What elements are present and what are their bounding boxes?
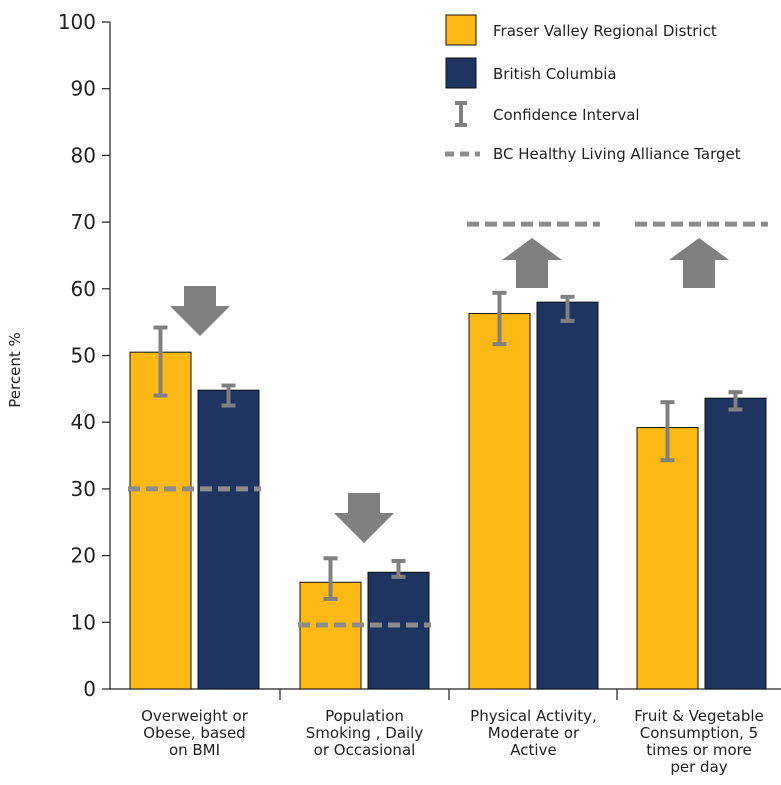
x-axis xyxy=(110,688,781,700)
category-label: Consumption, 5 xyxy=(640,724,758,742)
y-tick-label: 80 xyxy=(71,143,96,167)
down-arrow-icon xyxy=(334,493,394,543)
down-arrow-icon xyxy=(170,286,230,336)
bar xyxy=(536,301,599,690)
y-tick-label: 70 xyxy=(71,210,96,234)
y-tick-label: 10 xyxy=(71,610,96,634)
legend-label-ci: Confidence Interval xyxy=(493,106,640,124)
up-arrow-icon xyxy=(669,238,729,288)
y-axis: 0 10 20 30 40 50 60 70 80 90 100 xyxy=(58,10,111,701)
category-label: Physical Activity, xyxy=(470,707,597,725)
legend-swatch-fvrd xyxy=(445,14,477,46)
y-axis-label: Percent % xyxy=(6,332,24,407)
target-lines xyxy=(128,221,768,628)
legend-swatch-bc xyxy=(445,57,477,89)
category-label: Moderate or xyxy=(488,724,580,742)
y-tick-label: 90 xyxy=(71,77,96,101)
y-tick-label: 60 xyxy=(71,277,96,301)
y-tick-label: 50 xyxy=(71,344,96,368)
category-label: Active xyxy=(510,741,556,759)
category-label: Overweight or xyxy=(141,707,249,725)
bar xyxy=(129,351,192,690)
y-tick-label: 0 xyxy=(83,677,96,701)
category-label: on BMI xyxy=(169,741,220,759)
bar xyxy=(197,389,260,690)
category-label: times or more xyxy=(646,741,751,759)
legend-label-fvrd: Fraser Valley Regional District xyxy=(493,22,717,40)
category-label: per day xyxy=(670,758,727,776)
bar xyxy=(636,427,699,690)
arrows xyxy=(170,238,729,543)
legend: Fraser Valley Regional District British … xyxy=(445,14,741,163)
y-tick-label: 20 xyxy=(71,544,96,568)
legend-label-target: BC Healthy Living Alliance Target xyxy=(493,145,741,163)
category-label: Smoking , Daily xyxy=(306,724,424,742)
category-label: or Occasional xyxy=(314,741,416,759)
bar xyxy=(468,312,531,690)
bar xyxy=(367,571,430,690)
category-label: Population xyxy=(325,707,404,725)
category-label: Fruit & Vegetable xyxy=(634,707,764,725)
up-arrow-icon xyxy=(502,238,562,288)
legend-label-bc: British Columbia xyxy=(493,65,617,83)
y-tick-label: 40 xyxy=(71,410,96,434)
legend-ci-icon xyxy=(455,101,467,127)
category-label: Obese, based xyxy=(143,724,245,742)
y-tick-label: 30 xyxy=(71,477,96,501)
bars xyxy=(129,290,767,690)
y-tick-label: 100 xyxy=(58,10,96,34)
bar xyxy=(704,397,767,690)
